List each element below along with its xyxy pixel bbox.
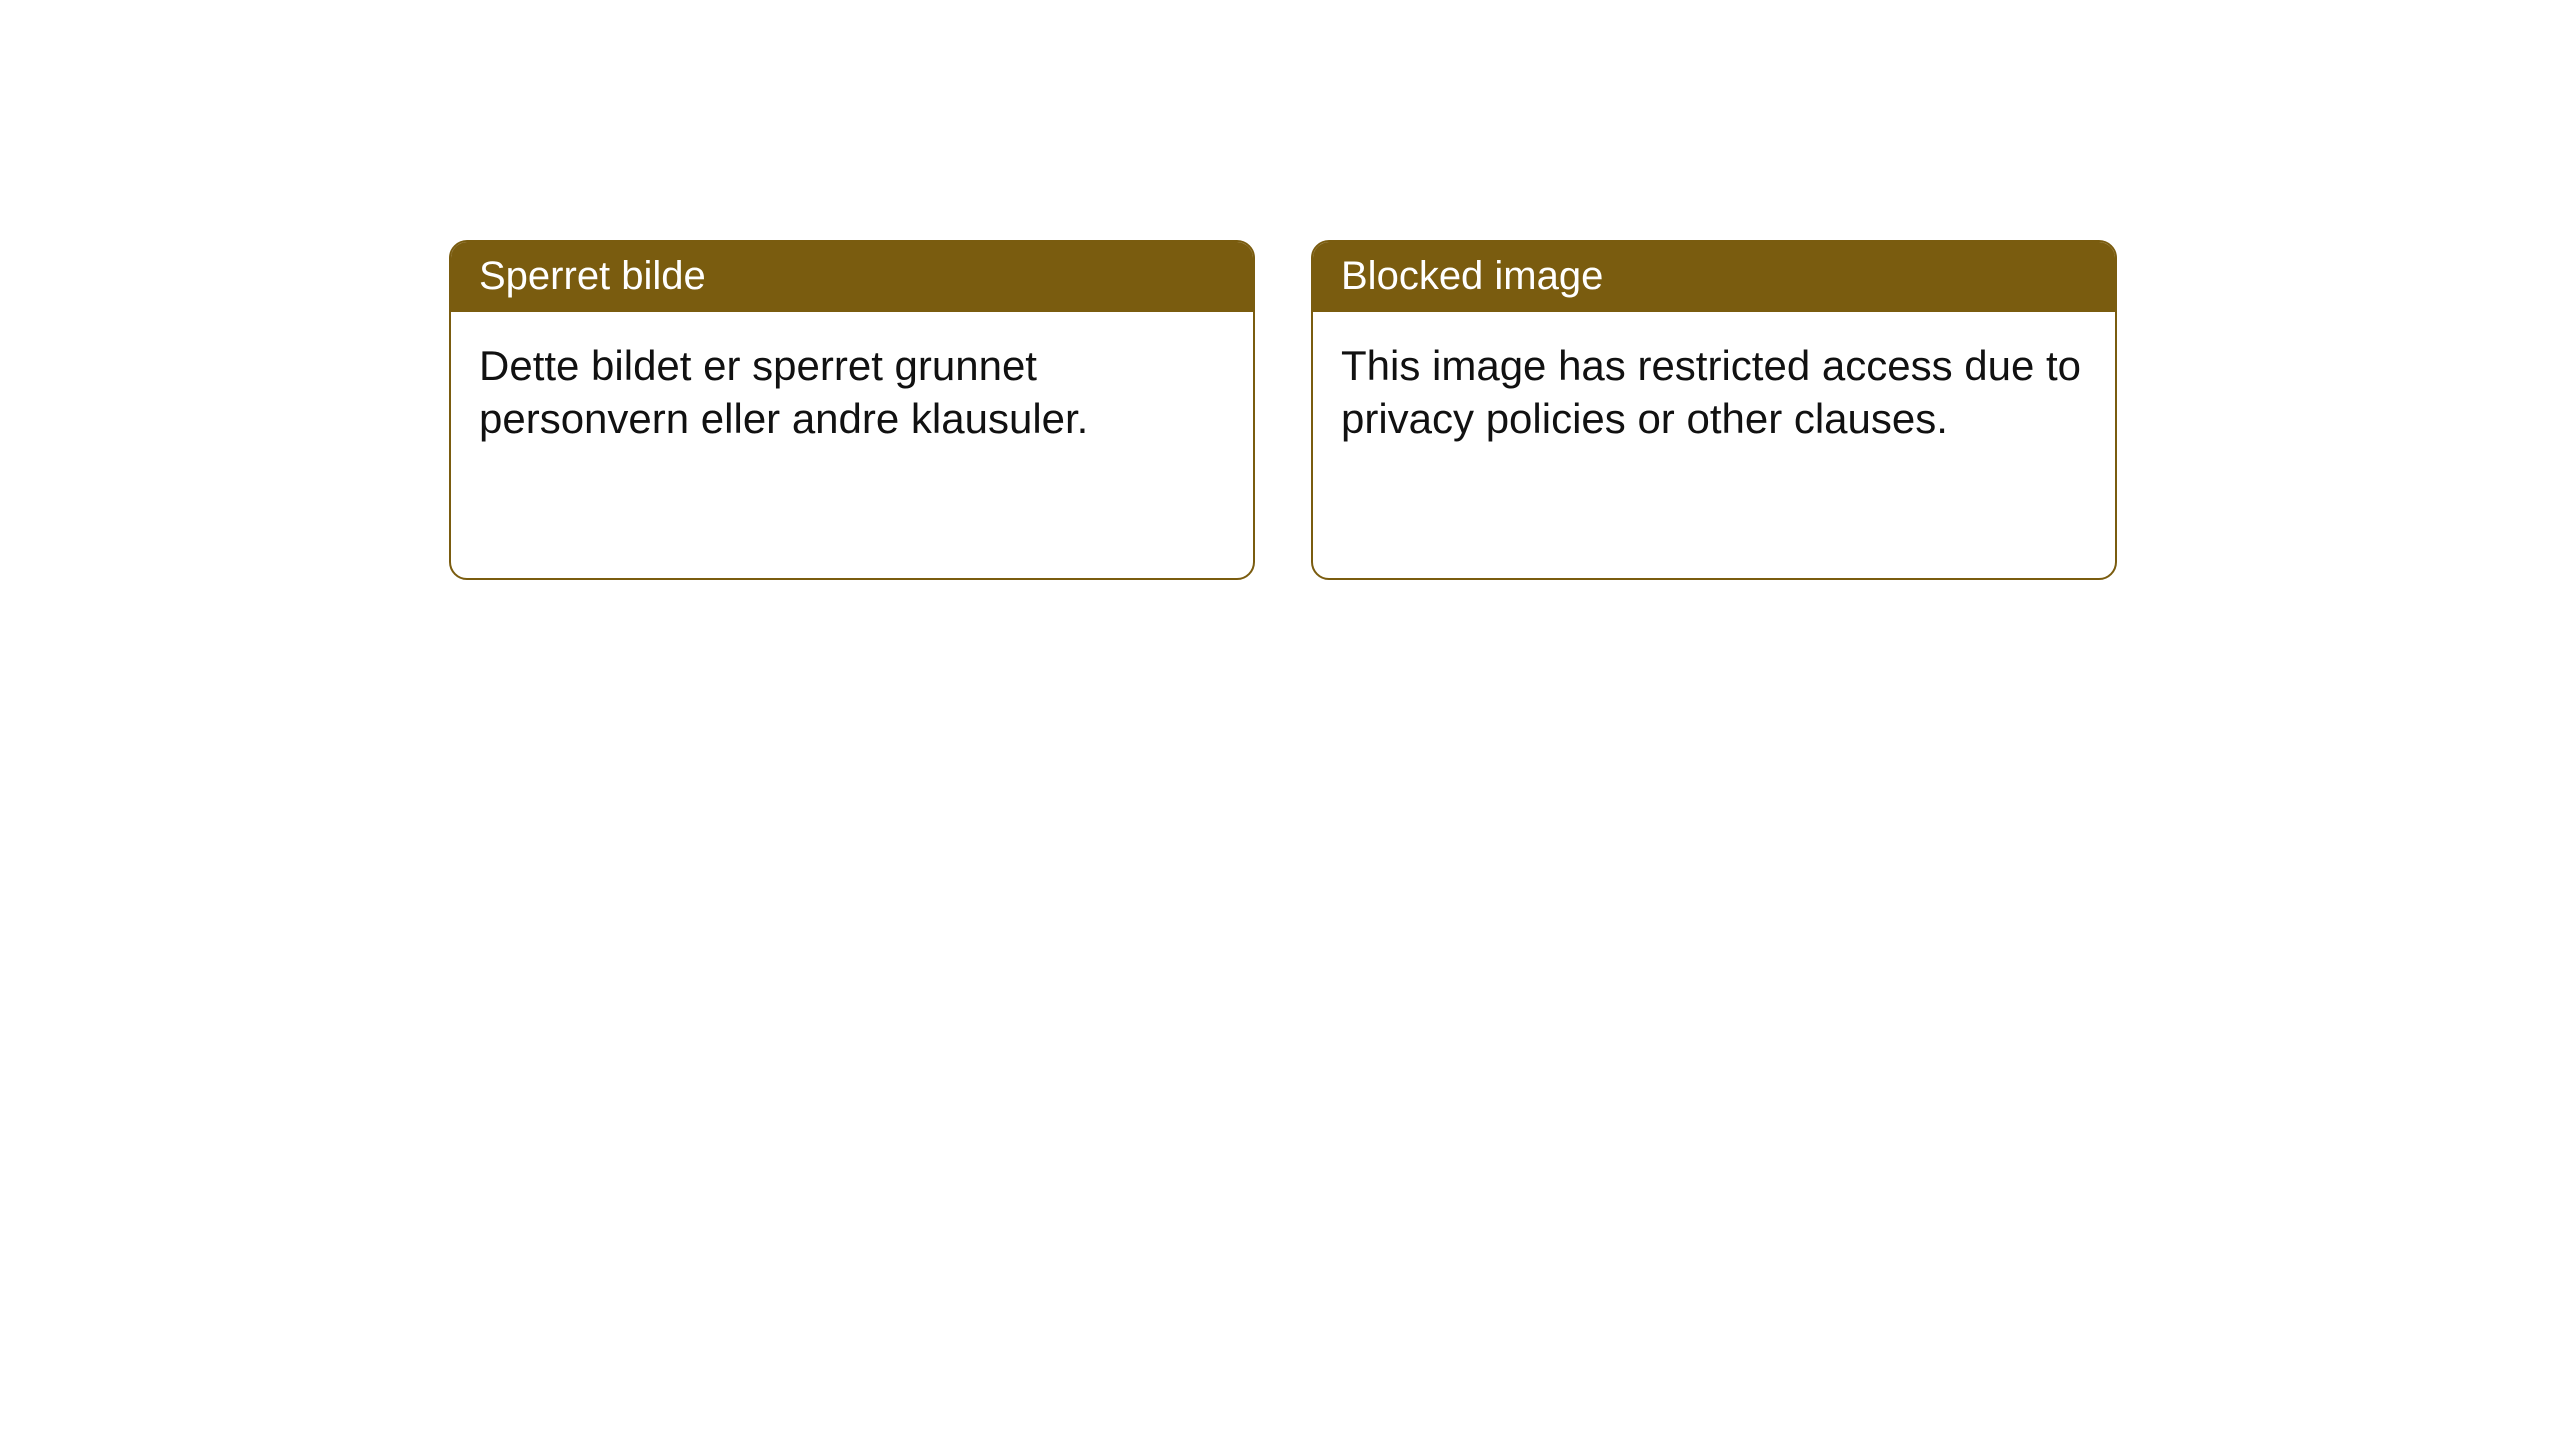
- card-body-text: This image has restricted access due to …: [1341, 342, 2081, 442]
- card-header: Sperret bilde: [451, 242, 1253, 312]
- card-body: This image has restricted access due to …: [1313, 312, 2115, 474]
- card-header: Blocked image: [1313, 242, 2115, 312]
- card-body-text: Dette bildet er sperret grunnet personve…: [479, 342, 1088, 442]
- card-title: Blocked image: [1341, 254, 1603, 298]
- notice-container: Sperret bilde Dette bildet er sperret gr…: [449, 240, 2117, 580]
- card-body: Dette bildet er sperret grunnet personve…: [451, 312, 1253, 474]
- card-title: Sperret bilde: [479, 254, 706, 298]
- notice-card-english: Blocked image This image has restricted …: [1311, 240, 2117, 580]
- notice-card-norwegian: Sperret bilde Dette bildet er sperret gr…: [449, 240, 1255, 580]
